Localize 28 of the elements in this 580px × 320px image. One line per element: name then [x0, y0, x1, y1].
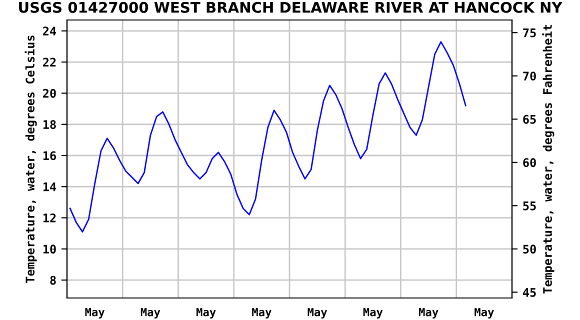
x-tick-label: May	[196, 308, 216, 318]
chart-title: USGS 01427000 WEST BRANCH DELAWARE RIVER AT HANCOCK NY	[19, 2, 562, 13]
y2-tick-label: 50	[523, 244, 536, 254]
y-tick-label: 10	[43, 244, 56, 254]
y2-tick-label: 70	[523, 72, 536, 81]
y-tick-label: 18	[43, 120, 56, 129]
x-tick-label: May	[474, 308, 494, 318]
y-tick-label: 8	[50, 276, 56, 285]
y-tick-label: 12	[43, 214, 56, 222]
y-axis-title: Temperature, water, degrees Celsius	[24, 36, 37, 283]
x-tick-label: May	[363, 308, 383, 318]
y-tick-label: 22	[43, 58, 56, 67]
y2-tick-label: 55	[523, 202, 536, 210]
y2-axis-title: Temperature, water, degrees Fahrenheit	[542, 24, 554, 294]
y2-tick-label: 75	[523, 28, 536, 38]
y2-tick-label: 60	[523, 158, 536, 168]
y2-tick-label: 45	[523, 288, 536, 297]
x-tick-label: May	[252, 308, 272, 318]
x-tick-label: May	[418, 308, 438, 318]
x-tick-label: May	[308, 308, 328, 318]
x-tick-label: May	[140, 308, 160, 318]
x-tick-label: May	[85, 308, 105, 318]
line-series	[69, 41, 466, 233]
y2-tick-label: 65	[523, 114, 536, 124]
y-tick-label: 16	[43, 151, 56, 160]
y-tick-label: 24	[43, 26, 56, 36]
y-tick-label: 20	[43, 88, 56, 98]
y-tick-label: 14	[43, 182, 56, 192]
